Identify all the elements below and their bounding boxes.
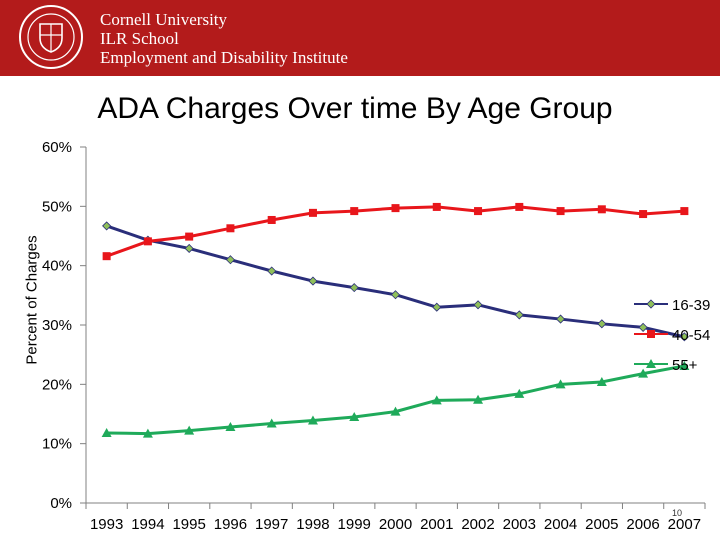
data-point-16-39	[638, 322, 648, 332]
data-point-40-54	[350, 207, 359, 216]
data-point-16-39	[225, 255, 235, 265]
data-point-16-39	[679, 332, 689, 342]
data-point-16-39	[514, 310, 524, 320]
data-point-40-54	[143, 237, 152, 246]
x-tick-label: 2004	[544, 516, 577, 533]
data-point-55+	[142, 428, 153, 438]
cornell-seal-icon	[19, 5, 83, 69]
institution-line-3: Employment and Disability Institute	[100, 48, 348, 67]
legend-marker	[647, 330, 655, 338]
data-point-40-54	[267, 215, 276, 224]
data-point-16-39	[349, 283, 359, 293]
x-tick-label: 2006	[626, 516, 659, 533]
x-tick-label: 2001	[420, 516, 453, 533]
x-tick-label: 2005	[585, 516, 618, 533]
data-point-40-54	[102, 252, 111, 261]
chart-title: ADA Charges Over time By Age Group	[97, 92, 613, 125]
data-point-40-54	[432, 202, 441, 211]
institution-line-2: ILR School	[100, 29, 179, 48]
data-point-40-54	[308, 208, 317, 217]
data-point-16-39	[432, 302, 442, 312]
data-point-16-39	[390, 290, 401, 300]
y-tick-label: 50%	[42, 198, 72, 215]
data-point-55+	[473, 394, 484, 404]
data-point-55+	[679, 360, 690, 370]
header-banner: Cornell University ILR School Employment…	[0, 0, 720, 76]
data-point-16-39	[102, 221, 112, 231]
x-tick-label: 1995	[172, 516, 205, 533]
data-point-16-39	[267, 266, 277, 276]
data-point-40-54	[680, 207, 689, 216]
legend-label: 55+	[672, 357, 698, 374]
series-line-16-39	[106, 224, 685, 339]
data-point-55+	[349, 411, 360, 421]
data-point-55+	[101, 427, 112, 437]
y-tick-label: 60%	[42, 139, 72, 156]
data-point-16-39	[556, 314, 566, 324]
legend-marker	[646, 359, 656, 368]
data-point-16-39	[597, 319, 607, 329]
y-tick-label: 20%	[42, 376, 72, 393]
x-tick-label: 2002	[461, 516, 494, 533]
legend-marker	[646, 299, 656, 309]
data-point-55+	[431, 395, 442, 405]
legend-label: 16-39	[672, 297, 710, 314]
institution-name: Cornell University ILR School Employment…	[100, 10, 348, 67]
data-point-55+	[638, 368, 649, 378]
y-tick-label: 40%	[42, 258, 72, 275]
data-point-40-54	[185, 232, 194, 241]
y-tick-label: 0%	[50, 495, 72, 512]
data-point-55+	[266, 418, 277, 428]
data-point-55+	[390, 406, 401, 416]
y-tick-label: 10%	[42, 436, 72, 453]
data-point-40-54	[556, 207, 565, 216]
data-point-40-54	[226, 224, 235, 233]
y-tick-label: 30%	[42, 317, 72, 334]
data-point-55+	[307, 415, 318, 425]
legend-label: 40-54	[672, 327, 710, 344]
data-point-55+	[514, 388, 525, 398]
x-tick-label: 2003	[503, 516, 536, 533]
data-point-16-39	[308, 276, 318, 286]
data-point-40-54	[391, 204, 400, 213]
data-point-40-54	[597, 205, 606, 214]
data-point-40-54	[474, 207, 483, 216]
data-point-55+	[184, 425, 195, 435]
page-number: 10	[672, 508, 683, 518]
x-tick-label: 1997	[255, 516, 288, 533]
institution-line-1: Cornell University	[100, 10, 228, 29]
data-point-55+	[596, 376, 607, 386]
x-tick-label: 2007	[668, 516, 701, 533]
x-tick-label: 1993	[90, 516, 123, 533]
x-tick-label: 1999	[338, 516, 371, 533]
x-tick-label: 1994	[131, 516, 164, 533]
data-point-55+	[555, 379, 566, 389]
data-point-16-39	[184, 243, 194, 254]
data-point-40-54	[639, 210, 648, 219]
x-tick-label: 2000	[379, 516, 412, 533]
x-tick-label: 1996	[214, 516, 247, 533]
data-point-40-54	[515, 202, 524, 211]
series-line-55+	[106, 364, 685, 436]
data-point-16-39	[473, 300, 483, 310]
data-point-55+	[225, 422, 236, 432]
x-tick-label: 1998	[296, 516, 329, 533]
